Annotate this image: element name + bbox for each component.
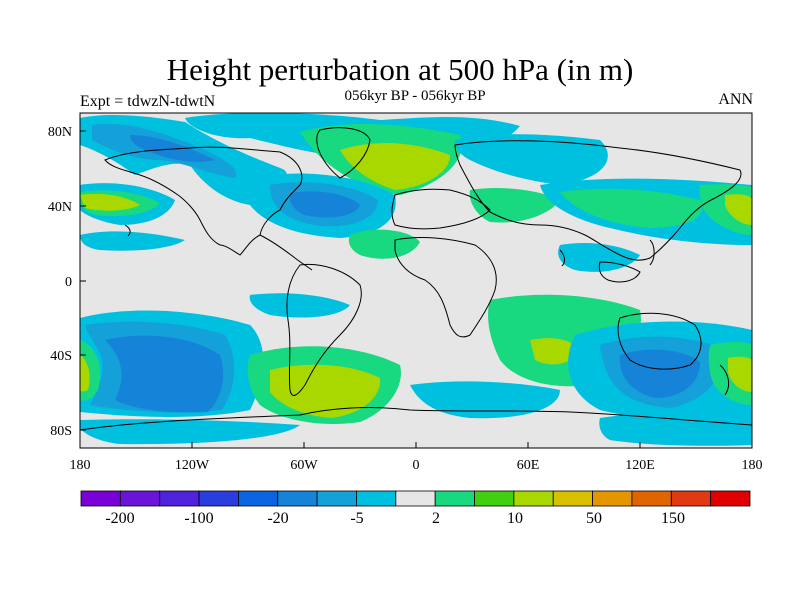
y-tick-label: 40S — [50, 349, 72, 364]
x-tick-label: 0 — [413, 458, 420, 473]
x-tick-label: 180 — [742, 458, 763, 473]
colorbar-swatch — [513, 490, 554, 507]
colorbar-swatch — [710, 490, 751, 507]
colorbar-swatch — [631, 490, 672, 507]
frame-ticks — [79, 130, 753, 448]
colorbar-swatch — [119, 490, 161, 507]
colorbar-label: -100 — [184, 510, 213, 527]
colorbar-label: -5 — [350, 510, 363, 527]
colorbar-swatch — [395, 490, 436, 507]
colorbar-swatch — [277, 490, 318, 507]
colorbar-swatch — [592, 490, 633, 507]
colorbar-swatch — [356, 490, 397, 507]
plot-subtitle: 056kyr BP - 056kyr BP — [344, 88, 486, 104]
colorbar-swatch — [238, 490, 279, 507]
x-tick-label: 120W — [175, 458, 210, 473]
colorbar-label: 2 — [432, 510, 440, 527]
map-panel — [79, 112, 753, 449]
colorbar-label: -200 — [105, 510, 134, 527]
colorbar-label: 10 — [507, 510, 523, 527]
x-tick-label: 60W — [290, 458, 318, 473]
colorbar — [80, 490, 751, 507]
colorbar-swatch — [434, 490, 475, 507]
colorbar-swatch — [80, 490, 121, 507]
y-axis-labels: 80N 40N 0 40S 80S — [48, 125, 72, 439]
colorbar-labels: -200 -100 -20 -5 2 10 50 150 — [105, 510, 685, 527]
y-tick-label: 80S — [50, 424, 72, 439]
colorbar-label: 150 — [661, 510, 685, 527]
x-tick-label: 180 — [70, 458, 91, 473]
colorbar-swatch — [670, 490, 712, 507]
colorbar-label: 50 — [586, 510, 602, 527]
colorbar-swatch — [474, 490, 515, 507]
colorbar-swatch — [552, 490, 593, 507]
x-tick-label: 60E — [517, 458, 540, 473]
x-tick-label: 120E — [625, 458, 655, 473]
coastlines — [80, 127, 752, 431]
colorbar-swatch — [316, 490, 357, 507]
colorbar-label: -20 — [267, 510, 288, 527]
y-tick-label: 40N — [48, 200, 72, 215]
contour-fill — [80, 113, 752, 446]
x-axis-labels: 180 120W 60W 0 60E 120E 180 — [70, 458, 763, 473]
experiment-label: Expt = tdwzN-tdwtN — [80, 93, 216, 110]
y-tick-label: 80N — [48, 125, 72, 140]
season-label: ANN — [718, 91, 753, 108]
plot-title: Height perturbation at 500 hPa (in m) — [166, 52, 634, 87]
y-tick-label: 0 — [65, 275, 72, 290]
colorbar-swatch — [159, 490, 200, 507]
colorbar-swatch — [198, 490, 239, 507]
